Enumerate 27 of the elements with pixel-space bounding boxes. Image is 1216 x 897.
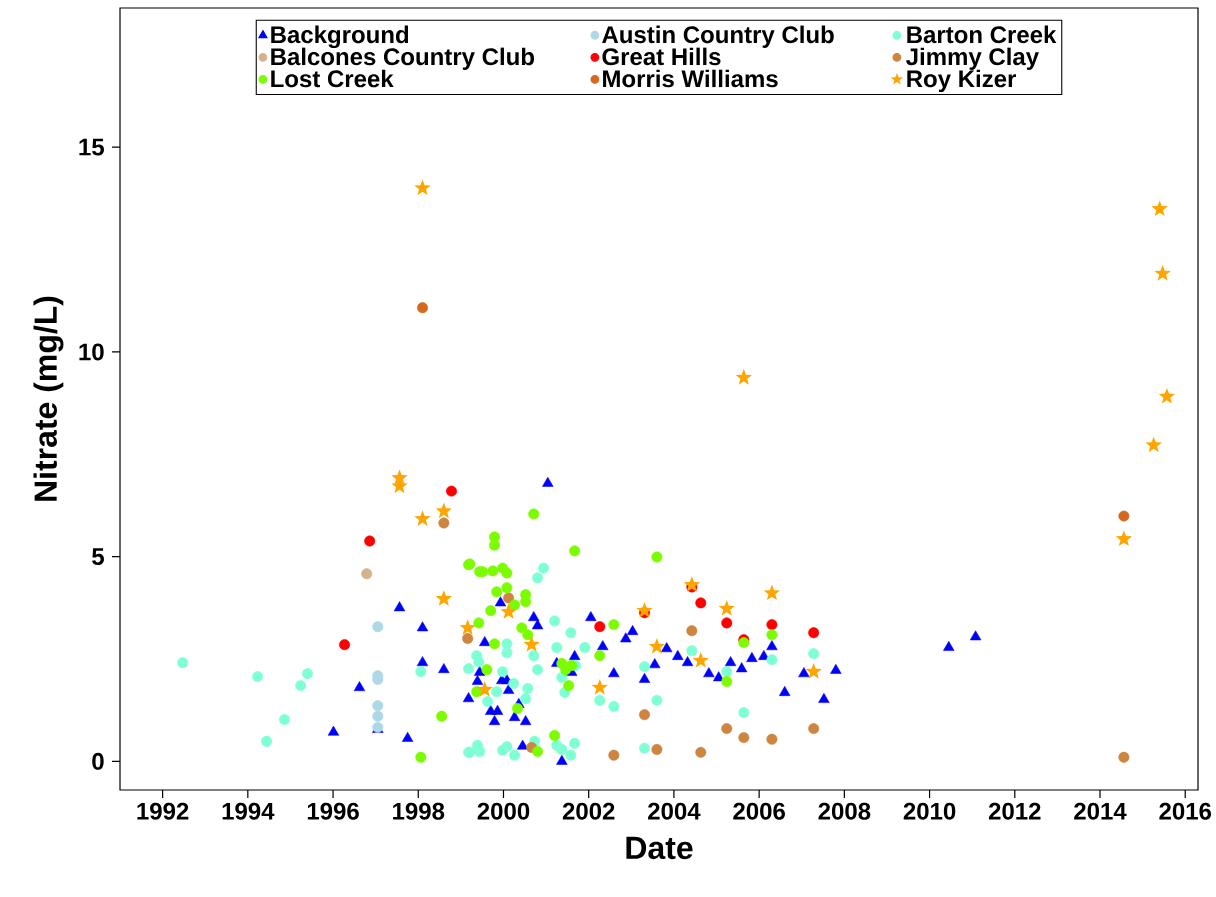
legend-label: Austin Country Club <box>602 25 834 48</box>
x-tick-label: 2012 <box>988 802 1041 820</box>
x-tick-label: 2000 <box>477 802 530 820</box>
legend-label: Great Hills <box>602 47 721 66</box>
x-tick-label: 2010 <box>903 802 956 820</box>
x-tick-label: 1994 <box>222 802 275 820</box>
x-tick-label: 2006 <box>733 802 785 820</box>
x-tick-label: 1996 <box>307 802 359 820</box>
legend-label: Jimmy Clay <box>906 47 1039 71</box>
legend-label: Lost Creek <box>271 69 394 88</box>
legend-label: Roy Kizer <box>907 69 1017 93</box>
y-tick-label: 15 <box>79 138 104 156</box>
y-axis-title: Nitrate (mg/L) <box>33 296 64 501</box>
legend-label: Barton Creek <box>907 25 1057 44</box>
x-tick-label: 1992 <box>137 802 189 820</box>
x-tick-label: 2014 <box>1074 802 1127 820</box>
legend-label: Morris Williams <box>603 69 778 88</box>
legend-label: Background <box>271 25 409 49</box>
y-tick-label: 10 <box>79 343 104 361</box>
x-tick-label: 2004 <box>648 802 701 820</box>
x-axis-title: Date <box>626 836 693 860</box>
x-tick-label: 2016 <box>1159 802 1212 820</box>
y-tick-label: 5 <box>92 548 104 565</box>
x-tick-label: 2008 <box>818 802 871 820</box>
x-tick-label: 2002 <box>562 802 615 820</box>
x-tick-label: 1998 <box>393 802 445 820</box>
y-tick-label: 0 <box>92 752 104 770</box>
